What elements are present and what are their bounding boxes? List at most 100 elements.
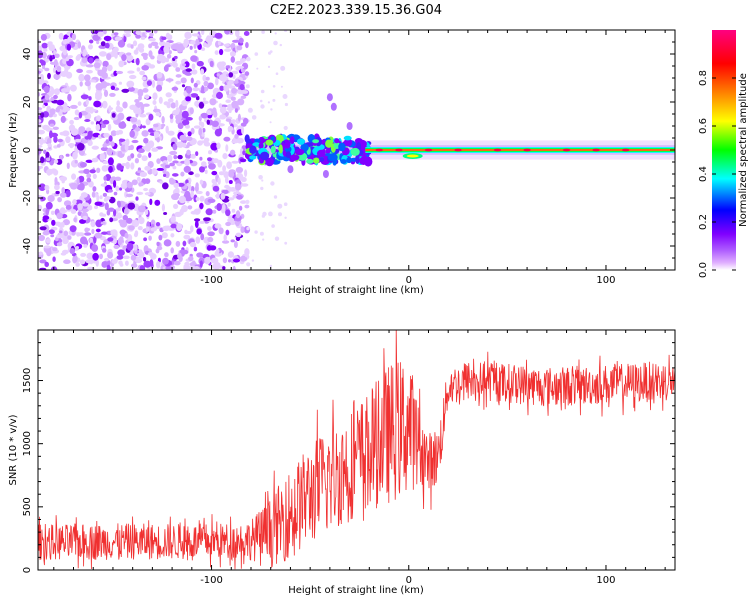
noise-speck bbox=[185, 117, 193, 121]
noise-speck bbox=[181, 119, 190, 126]
noise-speck bbox=[237, 113, 241, 122]
noise-speck bbox=[216, 142, 221, 150]
noise-speck bbox=[156, 71, 163, 79]
noise-speck bbox=[227, 202, 231, 207]
noise-speck bbox=[330, 102, 337, 111]
noise-speck bbox=[164, 57, 170, 63]
noise-speck bbox=[173, 193, 180, 197]
noise-speck bbox=[175, 240, 181, 247]
noise-speck bbox=[76, 68, 83, 73]
noise-speck bbox=[95, 219, 103, 228]
transition-blob bbox=[260, 151, 270, 161]
noise-speck bbox=[225, 99, 231, 103]
colorbar-tick-label: 0.4 bbox=[698, 166, 709, 182]
noise-speck bbox=[116, 100, 120, 107]
noise-speck bbox=[239, 158, 247, 163]
noise-speck bbox=[106, 264, 111, 270]
noise-speck bbox=[206, 110, 212, 116]
noise-speck bbox=[91, 158, 99, 163]
noise-speck bbox=[279, 43, 282, 47]
noise-speck bbox=[59, 207, 66, 215]
noise-speck bbox=[135, 30, 142, 36]
noise-speck bbox=[85, 106, 93, 113]
noise-speck bbox=[228, 72, 234, 78]
noise-speck bbox=[214, 32, 223, 39]
noise-speck bbox=[188, 171, 194, 176]
noise-speck bbox=[170, 223, 177, 229]
noise-speck bbox=[246, 56, 251, 62]
noise-speck bbox=[113, 191, 118, 196]
noise-speck bbox=[165, 32, 171, 40]
noise-speck bbox=[224, 184, 230, 189]
noise-speck bbox=[114, 36, 122, 42]
noise-speck bbox=[56, 65, 62, 72]
noise-speck bbox=[239, 255, 248, 262]
noise-speck bbox=[156, 167, 165, 171]
noise-speck bbox=[39, 267, 47, 270]
noise-speck bbox=[161, 232, 168, 239]
noise-speck bbox=[126, 52, 132, 56]
noise-speck bbox=[126, 181, 133, 189]
noise-speck bbox=[152, 100, 157, 105]
noise-speck bbox=[163, 212, 168, 215]
noise-speck bbox=[73, 200, 77, 205]
noise-speck bbox=[207, 226, 212, 231]
noise-speck bbox=[107, 207, 115, 212]
noise-speck bbox=[106, 147, 113, 156]
noise-speck bbox=[38, 107, 43, 111]
noise-speck bbox=[232, 265, 236, 270]
noise-speck bbox=[93, 100, 102, 108]
y-tick-label: 500 bbox=[22, 497, 33, 516]
noise-speck bbox=[227, 104, 232, 109]
noise-speck bbox=[181, 99, 189, 107]
noise-speck bbox=[207, 198, 216, 203]
noise-speck bbox=[100, 123, 107, 129]
noise-speck bbox=[139, 70, 146, 76]
noise-speck bbox=[44, 184, 50, 191]
noise-speck bbox=[262, 211, 267, 217]
noise-speck bbox=[199, 195, 205, 202]
noise-speck bbox=[223, 234, 227, 242]
noise-speck bbox=[137, 148, 145, 153]
noise-speck bbox=[164, 171, 170, 179]
noise-speck bbox=[216, 123, 225, 127]
noise-speck bbox=[85, 64, 94, 68]
noise-speck bbox=[172, 173, 179, 177]
noise-speck bbox=[46, 248, 52, 257]
noise-speck bbox=[233, 241, 238, 248]
noise-speck bbox=[39, 59, 44, 64]
y-tick-label: 1500 bbox=[22, 368, 33, 393]
noise-speck bbox=[110, 85, 116, 91]
noise-speck bbox=[113, 244, 120, 249]
noise-speck bbox=[207, 157, 212, 162]
noise-speck bbox=[226, 107, 234, 111]
noise-speck bbox=[53, 135, 58, 143]
noise-speck bbox=[154, 45, 159, 49]
noise-speck bbox=[138, 217, 145, 225]
noise-speck bbox=[270, 181, 275, 186]
noise-speck bbox=[207, 82, 214, 90]
noise-speck bbox=[38, 119, 42, 123]
noise-speck bbox=[272, 98, 276, 102]
noise-speck bbox=[47, 44, 55, 48]
noise-speck bbox=[259, 99, 263, 103]
noise-speck bbox=[131, 263, 138, 268]
noise-speck bbox=[230, 56, 235, 63]
noise-speck bbox=[165, 64, 171, 68]
noise-speck bbox=[198, 127, 203, 136]
noise-speck bbox=[56, 99, 65, 106]
noise-speck bbox=[230, 96, 236, 101]
noise-speck bbox=[194, 220, 199, 228]
noise-speck bbox=[217, 159, 223, 168]
noise-speck bbox=[82, 215, 88, 221]
noise-speck bbox=[228, 109, 232, 114]
x-tick-label: 100 bbox=[596, 275, 615, 286]
noise-speck bbox=[131, 219, 140, 228]
noise-speck bbox=[38, 147, 42, 155]
noise-speck bbox=[235, 232, 242, 238]
noise-speck bbox=[111, 50, 117, 57]
noise-speck bbox=[148, 113, 154, 121]
noise-speck bbox=[200, 121, 205, 128]
noise-speck bbox=[117, 214, 123, 218]
